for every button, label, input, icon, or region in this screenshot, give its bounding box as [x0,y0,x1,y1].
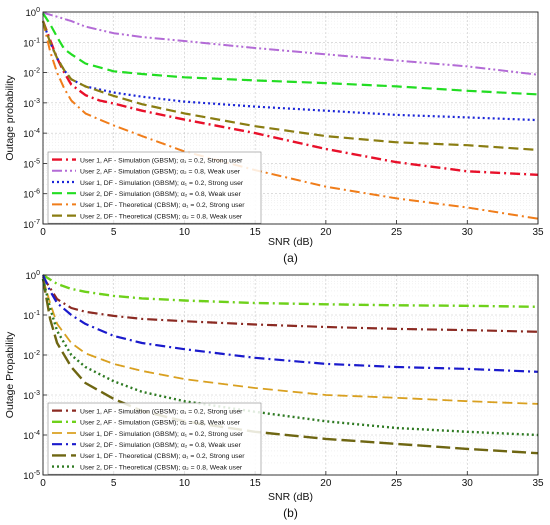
y-tick-label: 10-4 [23,430,40,442]
legend-label: User 1, DF - Simulation (GBSM); α₁ = 0.2… [80,180,244,187]
x-tick-label: 15 [250,478,262,489]
series-line-1 [42,276,539,333]
legend-label: User 2, DF - Theoretical (CBSM); α₂ = 0.… [80,464,243,471]
y-tick-label: 10-2 [23,350,40,362]
y-tick-label: 10-5 [23,158,40,170]
legend-label: User 2, AF - Simulation (GBSM); α₂ = 0.8… [80,169,241,176]
chart-b: 0 5 10 15 20 25 30 35 100 10-1 10-2 10-3 10-4 10-5 SNR… [4,270,544,520]
figure-caption: (b) [283,506,298,520]
legend-box [47,151,262,224]
x-tick-label: 30 [462,227,474,238]
x-tick-label: 10 [179,227,191,238]
y-tick-label: 10-4 [23,128,40,140]
x-tick-label: 30 [462,478,474,489]
x-tick-label: 25 [391,478,403,489]
x-tick-label: 0 [40,478,46,489]
legend-label: User 2, AF - Simulation (GBSM); α₂ = 0.8… [80,420,241,427]
series-line-5 [42,20,539,220]
x-tick-label: 10 [179,478,191,489]
y-tick-label: 10-2 [23,68,40,80]
x-tick-label: 15 [250,227,262,238]
y-axis: 100 10-1 10-2 10-3 10-4 10-5 [23,270,47,482]
series-line-2 [42,273,539,308]
y-tick-label: 10-1 [23,310,40,322]
legend-label: User 2, DF - Simulation (GBSM); α₂ = 0.8… [80,442,241,449]
chart-a: 0 5 10 15 20 25 30 35 100 10-1 10-2 10-3 10-4 10-5 10-… [4,7,544,265]
figure-caption: (a) [283,251,298,265]
x-axis-label: SNR (dB) [268,491,313,503]
x-tick-label: 20 [320,227,332,238]
x-axis: 0 5 10 15 20 25 30 35 [40,471,544,489]
y-tick-label: 10-6 [23,189,40,201]
legend-label: User 1, DF - Simulation (GBSM); α₁ = 0.2… [80,431,244,438]
series-line-2 [42,11,539,76]
series-line-4 [42,12,539,96]
y-tick-label: 10-1 [23,37,40,49]
legend: User 1, AF - Simulation (GBSM); α₁ = 0.2… [47,151,262,224]
legend: User 1, AF - Simulation (GBSM); α₁ = 0.2… [47,402,262,475]
y-tick-label: 10-5 [23,470,40,482]
x-tick-label: 25 [391,227,403,238]
x-tick-label: 5 [111,227,117,238]
x-tick-label: 35 [532,478,544,489]
y-axis-label: Outage probability [4,75,16,161]
plot-frame [42,11,539,225]
x-tick-label: 35 [532,227,544,238]
y-axis-label: Outage Propability [4,331,16,418]
legend-label: User 1, DF - Theoretical (CBSM); α₁ = 0.… [80,453,245,460]
y-tick-label: 10-7 [23,219,40,231]
x-tick-label: 20 [320,478,332,489]
y-tick-label: 10-3 [23,390,40,402]
legend-label: User 1, DF - Theoretical (CBSM); α₁ = 0.… [80,202,245,209]
plot-frame [42,274,539,476]
x-tick-label: 5 [111,478,117,489]
x-axis-label: SNR (dB) [268,236,313,248]
series-line-4 [41,274,539,373]
y-tick-label: 100 [26,270,41,282]
series-group [41,11,539,220]
series-line-3 [41,20,539,122]
x-tick-label: 0 [40,227,46,238]
series-line-3 [42,278,539,405]
legend-box [47,402,262,475]
legend-label: User 2, DF - Simulation (GBSM); α₂ = 0.8… [80,191,241,198]
legend-label: User 2, DF - Theoretical (CBSM); α₂ = 0.… [80,213,243,220]
y-tick-label: 10-3 [23,98,40,110]
y-tick-label: 100 [26,7,41,19]
series-line-6 [41,20,539,151]
x-axis: 0 5 10 15 20 25 30 35 [40,220,544,238]
legend-label: User 1, AF - Simulation (GBSM); α₁ = 0.2… [80,157,243,164]
legend-label: User 1, AF - Simulation (GBSM); α₁ = 0.2… [80,408,243,415]
y-axis: 100 10-1 10-2 10-3 10-4 10-5 10-6 10-7 [23,7,47,231]
